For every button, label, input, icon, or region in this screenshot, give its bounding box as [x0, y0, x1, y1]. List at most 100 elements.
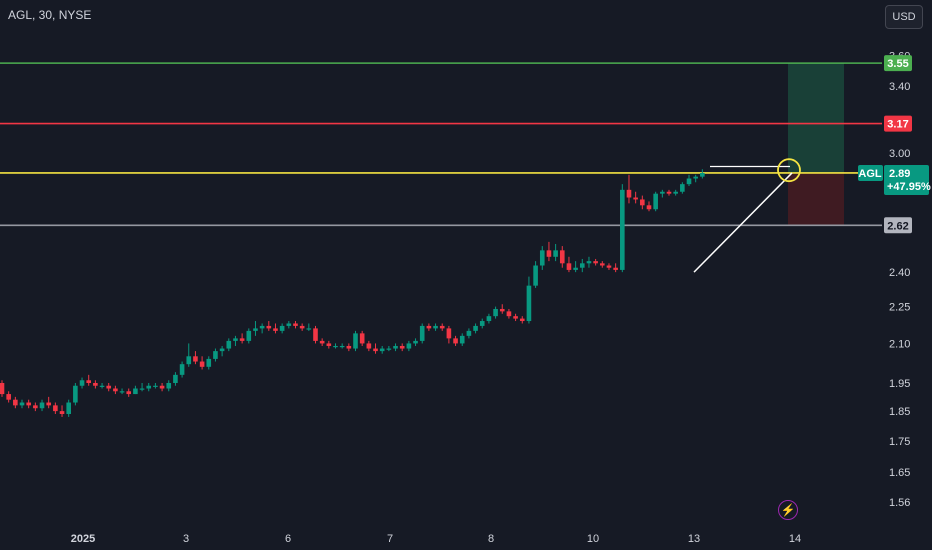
candle-body	[393, 345, 398, 349]
price-tag-label: 2.62	[887, 220, 908, 232]
candle-body	[633, 197, 638, 200]
candle-body	[346, 345, 352, 349]
candle-body	[386, 348, 392, 350]
candles	[0, 169, 705, 417]
change-percent-label: +47.95%	[887, 181, 931, 193]
candle-body	[539, 250, 545, 266]
position-zones	[788, 63, 844, 226]
time-tick-label: 10	[587, 533, 599, 545]
symbol-tag	[858, 164, 883, 181]
price-tick-label: 1.75	[889, 436, 910, 448]
price-tick-label: 1.56	[889, 497, 910, 509]
last-price-tag	[884, 164, 929, 195]
candle-body	[253, 328, 258, 331]
price-tag-label: 3.17	[887, 119, 908, 131]
candle-body	[93, 383, 98, 386]
candle-body	[279, 325, 285, 331]
candle-body	[226, 340, 232, 349]
time-tick-label: 14	[789, 533, 801, 545]
candle-body	[13, 399, 18, 406]
candle-body	[173, 374, 178, 383]
candle-body	[233, 338, 238, 341]
candle-body	[59, 411, 65, 415]
time-tick-label: 8	[488, 533, 494, 545]
candle-body	[666, 191, 672, 194]
candle-body	[73, 385, 78, 403]
candle-body	[373, 348, 378, 352]
candle-body	[326, 343, 332, 346]
price-tick-label: 3.40	[889, 81, 910, 93]
candle-body	[213, 351, 218, 359]
candle-body	[359, 333, 365, 344]
candle-body	[513, 316, 518, 319]
candle-body	[426, 325, 432, 329]
candle-body	[259, 325, 265, 329]
candle-body	[653, 193, 658, 210]
symbol-tag-label: AGL	[858, 168, 882, 180]
candle-body	[33, 405, 38, 409]
candle-body	[113, 388, 118, 392]
price-tick-label: 2.40	[889, 267, 910, 279]
candle-body	[459, 335, 465, 344]
candle-body	[660, 191, 665, 194]
candle-body	[126, 391, 132, 395]
candle-body	[453, 338, 458, 344]
candle-body	[573, 267, 578, 270]
price-tick-label: 2.25	[889, 302, 910, 314]
target-zone	[788, 63, 844, 173]
candle-body	[159, 385, 165, 389]
lightning-icon[interactable]: ⚡	[778, 500, 798, 520]
last-price-label: 2.89	[889, 168, 910, 180]
candle-body	[600, 263, 605, 266]
candle-body	[626, 189, 632, 198]
time-tick-label: 13	[688, 533, 700, 545]
symbol-title[interactable]: AGL, 30, NYSE	[8, 8, 92, 22]
time-axis[interactable]: 2025 3 6 7 8 10 13 14	[71, 533, 801, 545]
candle-body	[640, 199, 645, 206]
candle-body	[466, 330, 472, 336]
candle-body	[439, 325, 445, 329]
candle-body	[353, 333, 358, 349]
candle-body	[39, 402, 45, 409]
candle-body	[199, 361, 205, 367]
candle-body	[533, 265, 538, 286]
price-tick-label: 1.85	[889, 406, 910, 418]
candle-body	[366, 343, 372, 349]
candle-body	[53, 405, 58, 412]
candle-body	[186, 356, 192, 365]
candle-body	[193, 356, 198, 362]
candle-body	[526, 285, 532, 322]
candle-body	[66, 402, 71, 415]
price-tick-label: 3.00	[889, 148, 910, 160]
candle-body	[680, 184, 685, 192]
price-tag-1	[884, 115, 912, 132]
candle-body	[433, 325, 438, 329]
price-tick-label: 1.95	[889, 378, 910, 390]
price-tag-label: 3.55	[887, 58, 908, 70]
candle-body	[299, 325, 305, 329]
candle-body	[613, 267, 618, 270]
candle-body	[153, 385, 158, 387]
currency-button[interactable]: USD	[885, 5, 923, 29]
candle-body	[553, 250, 558, 257]
candle-body	[106, 385, 112, 389]
candle-body	[506, 311, 512, 317]
price-tick-label: 1.65	[889, 467, 910, 479]
trend-line	[693, 172, 793, 273]
candle-body	[26, 402, 31, 406]
candle-body	[0, 383, 5, 395]
time-tick-label: 2025	[71, 533, 95, 545]
candle-body	[6, 394, 11, 400]
candle-body	[219, 348, 225, 352]
candle-body	[319, 340, 325, 344]
candle-body	[306, 328, 312, 330]
candle-body	[379, 348, 385, 352]
candle-body	[686, 178, 692, 185]
drawings	[693, 158, 801, 273]
candle-body	[566, 263, 572, 270]
time-tick-label: 6	[285, 533, 291, 545]
candle-body	[246, 330, 252, 341]
candle-body	[266, 325, 272, 329]
candle-body	[519, 318, 525, 322]
